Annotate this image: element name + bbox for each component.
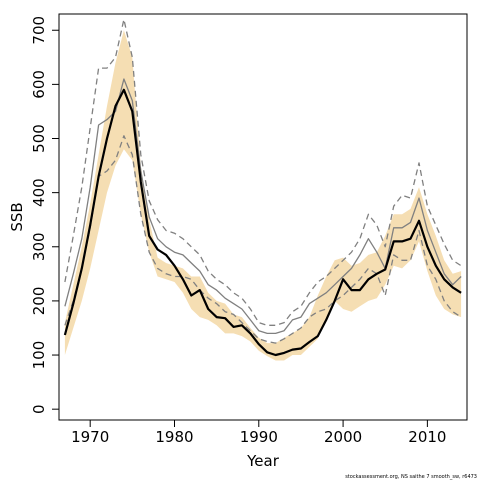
y-tick-label: 200 (30, 287, 48, 316)
y-tick-label: 500 (30, 124, 48, 153)
y-tick-label: 400 (30, 178, 48, 207)
x-axis: 1970 1980 1990 2000 2010 (71, 420, 446, 446)
series-line-3 (64, 135, 462, 344)
credit-text: stockassessment.org, NS saithe 7 smooth_… (345, 474, 477, 480)
plot-area (63, 18, 462, 361)
confidence-band (64, 30, 462, 361)
x-tick-label: 1980 (155, 428, 193, 446)
series-line-2 (64, 18, 462, 326)
y-axis-title: SSB (8, 202, 26, 231)
y-tick-label: 0 (30, 404, 48, 414)
y-tick-label: 300 (30, 232, 48, 261)
series-line-1 (64, 78, 462, 335)
x-axis-title: Year (246, 452, 280, 470)
x-tick-label: 2010 (408, 428, 446, 446)
plot-frame (58, 13, 468, 421)
x-tick-label: 1970 (71, 428, 109, 446)
y-tick-label: 700 (30, 16, 48, 45)
x-tick-label: 2000 (324, 428, 362, 446)
y-axis: 0 100 200 300 400 500 600 700 (30, 16, 59, 414)
series-line-0 (63, 88, 462, 357)
y-tick-label: 100 (30, 341, 48, 370)
x-tick-label: 1990 (240, 428, 278, 446)
y-tick-label: 600 (30, 70, 48, 99)
